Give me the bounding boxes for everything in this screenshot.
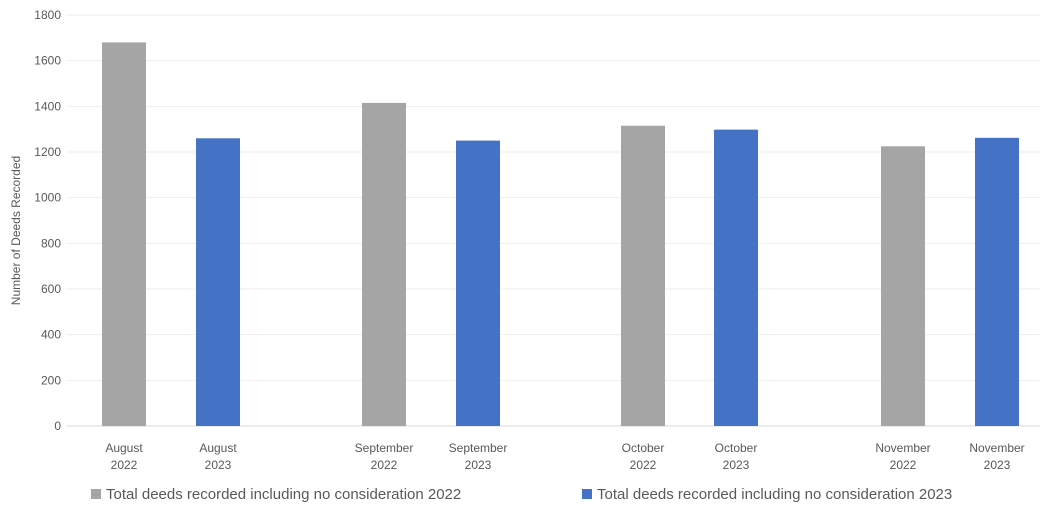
bar	[362, 102, 406, 427]
y-tick-label: 200	[41, 373, 61, 387]
bar	[102, 42, 146, 427]
x-axis-labels: August 2022 August 2023 September 2022 Septemb…	[105, 441, 1024, 472]
bar	[881, 146, 925, 426]
legend-swatch	[582, 489, 592, 499]
bar	[621, 125, 665, 426]
y-tick-label: 1000	[34, 191, 61, 205]
legend-label: Total deeds recorded including no consid…	[106, 486, 461, 503]
y-axis-label: Number of Deeds Recorded	[9, 156, 23, 305]
x-tick-label: November 2023	[969, 441, 1024, 472]
y-tick-label: 600	[41, 282, 61, 296]
x-tick-label: October 2022	[622, 441, 665, 472]
bar	[975, 137, 1019, 427]
x-tick-label: October 2023	[715, 441, 758, 472]
bar	[196, 138, 240, 427]
x-tick-label: September 2022	[355, 441, 414, 472]
x-tick-label: September 2023	[449, 441, 508, 472]
y-tick-label: 400	[41, 328, 61, 342]
legend-swatch	[91, 489, 101, 499]
y-tick-label: 1200	[34, 145, 61, 159]
y-tick-label: 800	[41, 236, 61, 250]
y-tick-label: 1400	[34, 99, 61, 113]
legend-label: Total deeds recorded including no consid…	[597, 486, 952, 503]
y-tick-label: 1800	[34, 8, 61, 22]
legend: Total deeds recorded including no consid…	[91, 486, 952, 503]
x-tick-label: August 2022	[105, 441, 143, 472]
x-tick-label: August 2023	[199, 441, 237, 472]
y-tick-label: 0	[54, 419, 61, 433]
bars	[102, 42, 1019, 427]
bar	[714, 129, 758, 426]
y-tick-label: 1600	[34, 54, 61, 68]
x-tick-label: November 2022	[875, 441, 930, 472]
y-axis-ticks: 0 200 400 600 800 1000 1200 1400 1600 1800	[34, 8, 61, 433]
bar	[456, 140, 500, 427]
